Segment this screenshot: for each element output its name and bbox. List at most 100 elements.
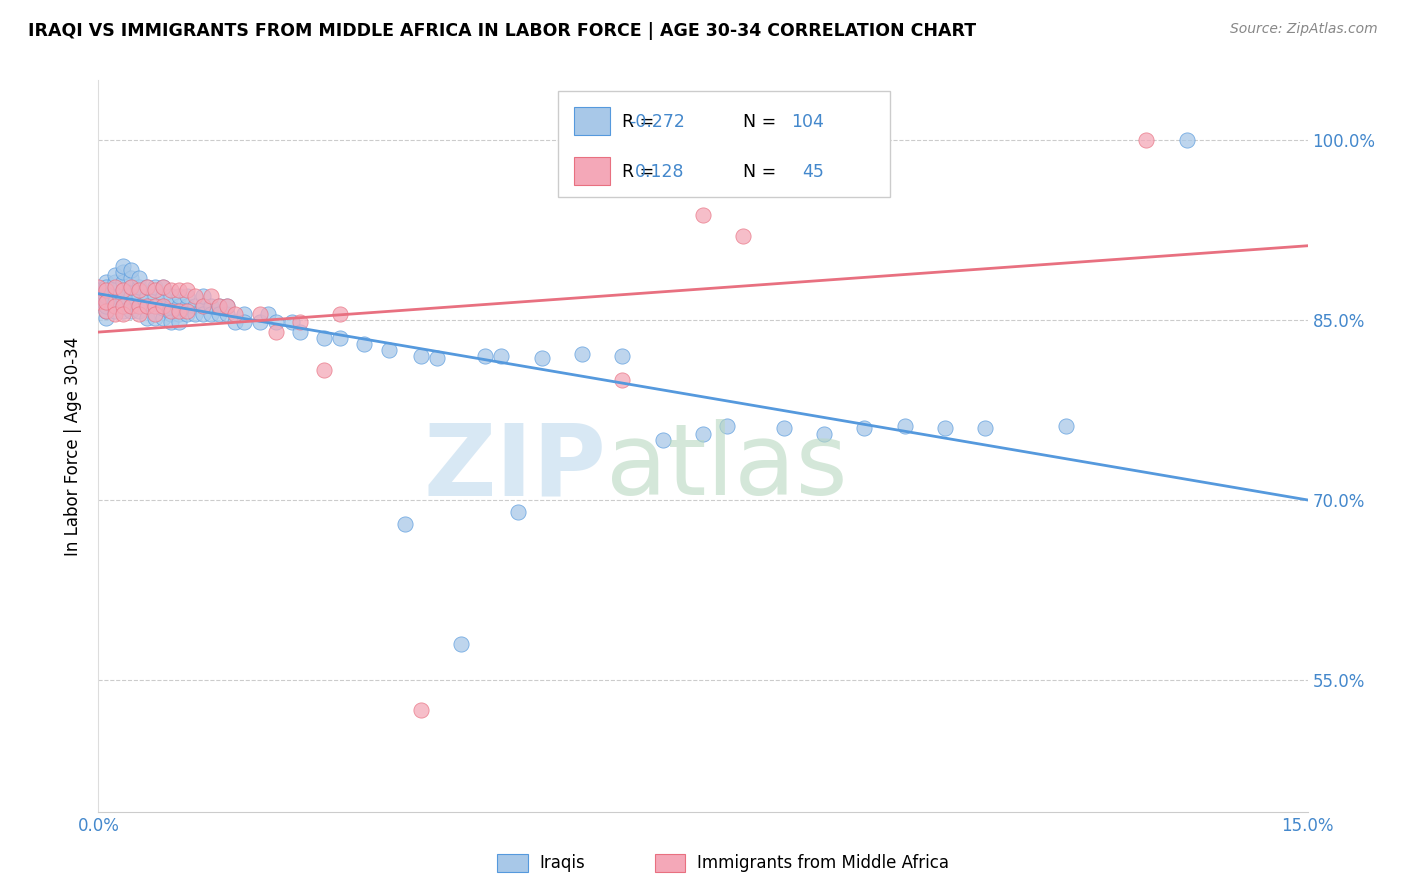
Text: R =: R = [621, 162, 654, 181]
Point [120, 271, 142, 285]
Point [128, 283, 150, 297]
Point [111, 265, 134, 279]
Point [772, 421, 794, 435]
Point [135, 299, 157, 313]
Point [111, 307, 134, 321]
Point [160, 283, 183, 297]
Point [651, 433, 673, 447]
Point [167, 299, 190, 313]
Point [128, 307, 150, 321]
Point [96, 303, 118, 318]
Point [232, 316, 254, 330]
Text: IRAQI VS IMMIGRANTS FROM MIDDLE AFRICA IN LABOR FORCE | AGE 30-34 CORRELATION CH: IRAQI VS IMMIGRANTS FROM MIDDLE AFRICA I… [28, 22, 976, 40]
Point [111, 303, 134, 318]
Point [111, 292, 134, 306]
Point [193, 289, 215, 303]
Point [353, 337, 375, 351]
Text: R =: R = [621, 113, 654, 131]
Point [143, 299, 166, 313]
Point [217, 299, 239, 313]
Y-axis label: In Labor Force | Age 30-34: In Labor Force | Age 30-34 [65, 336, 83, 556]
Point [193, 307, 215, 321]
Point [103, 289, 125, 303]
Point [120, 279, 142, 293]
Point [176, 283, 198, 297]
Point [87, 295, 110, 310]
Text: 0.128: 0.128 [636, 162, 685, 181]
Point [103, 279, 125, 293]
Point [167, 283, 190, 297]
Text: N =: N = [742, 113, 776, 131]
Point [249, 307, 271, 321]
Point [135, 279, 157, 293]
Text: 104: 104 [792, 113, 824, 131]
Point [111, 299, 134, 313]
Point [103, 303, 125, 318]
FancyBboxPatch shape [558, 91, 890, 197]
Point [281, 316, 304, 330]
FancyBboxPatch shape [498, 855, 527, 872]
Text: ZIP: ZIP [423, 419, 606, 516]
Point [160, 299, 183, 313]
Point [96, 289, 118, 303]
Point [314, 363, 336, 377]
Point [208, 299, 231, 313]
Point [143, 283, 166, 297]
Point [208, 307, 231, 321]
Point [288, 316, 311, 330]
Point [135, 310, 157, 325]
Point [128, 271, 150, 285]
FancyBboxPatch shape [655, 855, 685, 872]
Point [152, 279, 174, 293]
Point [128, 289, 150, 303]
Point [87, 289, 110, 303]
Point [184, 289, 207, 303]
Point [224, 316, 246, 330]
Point [103, 299, 125, 313]
Point [176, 307, 198, 321]
Point [120, 299, 142, 313]
Point [232, 307, 254, 321]
Point [1054, 418, 1077, 433]
Point [208, 299, 231, 313]
Text: N =: N = [742, 162, 776, 181]
Point [1175, 133, 1198, 147]
Point [87, 283, 110, 297]
Point [111, 283, 134, 297]
Point [143, 279, 166, 293]
Point [103, 295, 125, 310]
Point [152, 299, 174, 313]
Point [96, 299, 118, 313]
Point [96, 299, 118, 313]
Point [853, 421, 876, 435]
Point [111, 299, 134, 313]
Point [176, 289, 198, 303]
Point [193, 299, 215, 313]
Point [184, 299, 207, 313]
Point [152, 279, 174, 293]
Point [450, 637, 472, 651]
Text: atlas: atlas [606, 419, 848, 516]
Point [491, 349, 513, 363]
Point [96, 283, 118, 297]
Point [733, 229, 755, 244]
Point [716, 418, 738, 433]
Point [135, 299, 157, 313]
Point [217, 307, 239, 321]
Point [167, 307, 190, 321]
Point [103, 299, 125, 313]
Point [96, 283, 118, 297]
Point [530, 351, 553, 366]
Point [143, 299, 166, 313]
Point [152, 289, 174, 303]
Point [111, 259, 134, 273]
Point [249, 316, 271, 330]
Point [143, 289, 166, 303]
Point [409, 349, 432, 363]
Point [571, 346, 593, 360]
FancyBboxPatch shape [574, 157, 610, 185]
Point [217, 299, 239, 313]
Point [160, 303, 183, 318]
Point [974, 421, 997, 435]
Point [111, 283, 134, 297]
